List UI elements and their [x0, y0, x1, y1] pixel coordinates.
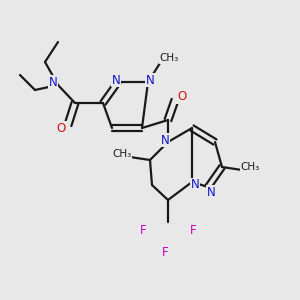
Text: F: F	[190, 224, 196, 238]
Text: CH₃: CH₃	[112, 149, 132, 159]
Text: CH₃: CH₃	[159, 53, 178, 63]
Text: N: N	[190, 178, 200, 191]
Text: O: O	[56, 122, 66, 134]
Text: N: N	[146, 74, 154, 86]
Text: O: O	[177, 91, 187, 103]
Text: N: N	[207, 185, 215, 199]
Text: N: N	[112, 74, 120, 86]
Text: N: N	[160, 134, 169, 146]
Text: N: N	[49, 76, 57, 88]
Text: F: F	[140, 224, 146, 238]
Text: CH₃: CH₃	[240, 162, 260, 172]
Text: F: F	[162, 245, 168, 259]
